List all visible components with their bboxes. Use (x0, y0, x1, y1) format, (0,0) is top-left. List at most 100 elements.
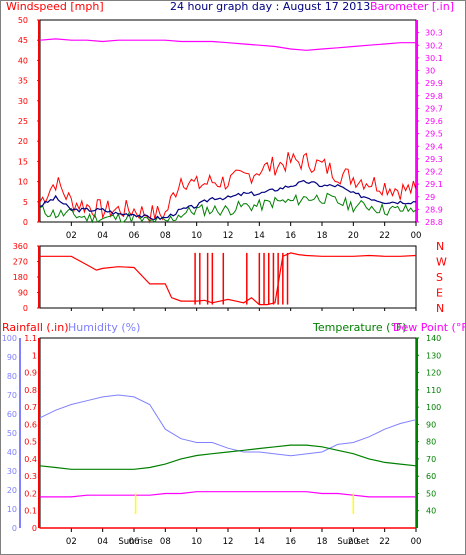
dewpoint-axis-label: Dew Point (°F) (393, 321, 466, 334)
temperature-y-tick: 90 (426, 420, 436, 429)
rain-y-tick: 0.4 (24, 455, 37, 464)
rain-y-tick: 0.1 (24, 507, 37, 516)
rain-y-tick: 0.8 (24, 386, 37, 395)
wind-y-tick: 50 (18, 16, 28, 25)
rain-y-tick: 0 (32, 524, 37, 533)
baro-y-tick: 28.8 (425, 218, 443, 227)
temp-x-tick: 20 (348, 537, 359, 547)
baro-y-tick: 29.7 (425, 104, 443, 113)
direction-y-tick: 180 (13, 273, 28, 282)
humidity-y-tick: 100 (2, 334, 17, 343)
compass-label: S (436, 271, 443, 284)
wind-x-tick: 10 (191, 231, 202, 241)
humidity-y-tick: 80 (7, 372, 17, 381)
humidity-y-tick: 40 (7, 448, 17, 457)
baro-y-tick: 30 (425, 67, 435, 76)
wind-y-tick: 30 (18, 97, 28, 106)
humidity-y-tick: 10 (7, 505, 17, 514)
rain-y-tick: 0.5 (24, 438, 37, 447)
baro-y-tick: 29.2 (425, 168, 443, 177)
temp-x-tick: 00 (411, 537, 422, 547)
baro-y-tick: 29.9 (425, 79, 443, 88)
wind-x-tick: 18 (317, 231, 328, 241)
humidity-y-tick: 70 (7, 391, 17, 400)
wind-x-tick: 04 (97, 231, 108, 241)
humidity-y-tick: 60 (7, 410, 17, 419)
rain-y-tick: 0.3 (24, 472, 37, 481)
temp-plot-area (39, 337, 417, 529)
wind-low-series (39, 192, 417, 224)
temperature-series (39, 444, 417, 470)
wind-y-tick: 0 (23, 218, 28, 227)
direction-y-tick: 0 (23, 304, 28, 313)
direction-plot-area (39, 245, 417, 309)
direction-y-tick: 270 (13, 258, 28, 267)
direction-series (40, 252, 417, 306)
baro-y-tick: 28.9 (425, 205, 443, 214)
wind-plot-area (39, 19, 417, 223)
compass-label: N (436, 302, 444, 315)
temperature-y-tick: 140 (426, 334, 441, 343)
wind-y-tick: 15 (18, 157, 28, 166)
wind-x-tick: 14 (254, 231, 265, 241)
wind-y-tick: 40 (18, 56, 28, 65)
wind-x-tick: 16 (285, 231, 296, 241)
wind-avg-series (39, 179, 417, 221)
rainfall-axis-label: Rainfall (.in) (2, 321, 69, 334)
direction-y-tick: 360 (13, 242, 28, 251)
wind-x-tick: 08 (160, 231, 171, 241)
baro-y-tick: 30.2 (425, 41, 443, 50)
temperature-y-tick: 70 (426, 455, 436, 464)
temp-x-tick: 18 (317, 537, 328, 547)
humidity-y-tick: 50 (7, 429, 17, 438)
wind-y-tick: 35 (18, 77, 28, 86)
humidity-y-tick: 90 (7, 353, 17, 362)
wind-y-tick: 20 (18, 137, 28, 146)
baro-y-tick: 29 (425, 193, 435, 202)
wind-y-tick: 45 (18, 36, 28, 45)
temperature-y-tick: 110 (426, 386, 441, 395)
humidity-axis-label: Humidity (%) (68, 321, 140, 334)
sun-marker-label: Sun rise (118, 537, 152, 547)
barometer-series (39, 38, 416, 51)
baro-y-tick: 29.5 (425, 130, 443, 139)
wind-x-tick: 20 (348, 231, 359, 241)
temperature-y-tick: 40 (426, 507, 436, 516)
baro-y-tick: 29.8 (425, 92, 443, 101)
humidity-y-tick: 0 (12, 524, 17, 533)
humidity-y-tick: 20 (7, 486, 17, 495)
temperature-y-tick: 80 (426, 438, 436, 447)
temp-x-tick: 16 (285, 537, 296, 547)
rain-y-tick: 1 (32, 351, 37, 360)
baro-y-tick: 30.3 (425, 29, 443, 38)
temperature-y-tick: 60 (426, 472, 436, 481)
temp-x-tick: 04 (97, 537, 108, 547)
temp-x-tick: 14 (254, 537, 265, 547)
humidity-y-tick: 30 (7, 467, 17, 476)
temperature-y-tick: 50 (426, 489, 436, 498)
rain-y-tick: 0.2 (24, 489, 37, 498)
temperature-axis-label: Temperature (°F) (312, 321, 407, 334)
rain-y-tick: 0.7 (24, 403, 37, 412)
rain-y-tick: 0.6 (24, 420, 37, 429)
compass-label: E (436, 287, 443, 300)
wind-x-tick: 06 (129, 231, 140, 241)
temp-x-tick: 10 (191, 537, 202, 547)
temp-x-tick: 06 (129, 537, 140, 547)
wind-x-tick: 02 (66, 231, 77, 241)
baro-y-tick: 29.4 (425, 142, 443, 151)
wind-y-tick: 10 (18, 178, 28, 187)
compass-label: W (436, 256, 447, 269)
temperature-y-tick: 120 (426, 369, 441, 378)
baro-y-tick: 29.6 (425, 117, 443, 126)
temperature-humidity-panel: 010203040506070809010000.10.20.30.40.50.… (2, 334, 442, 547)
baro-y-tick: 29.1 (425, 180, 443, 189)
wind-y-tick: 5 (23, 198, 28, 207)
sun-marker-label: Sun set (337, 537, 370, 547)
rain-y-tick: 0.9 (24, 369, 37, 378)
temp-x-tick: 08 (160, 537, 171, 547)
wind-y-tick: 25 (18, 117, 28, 126)
